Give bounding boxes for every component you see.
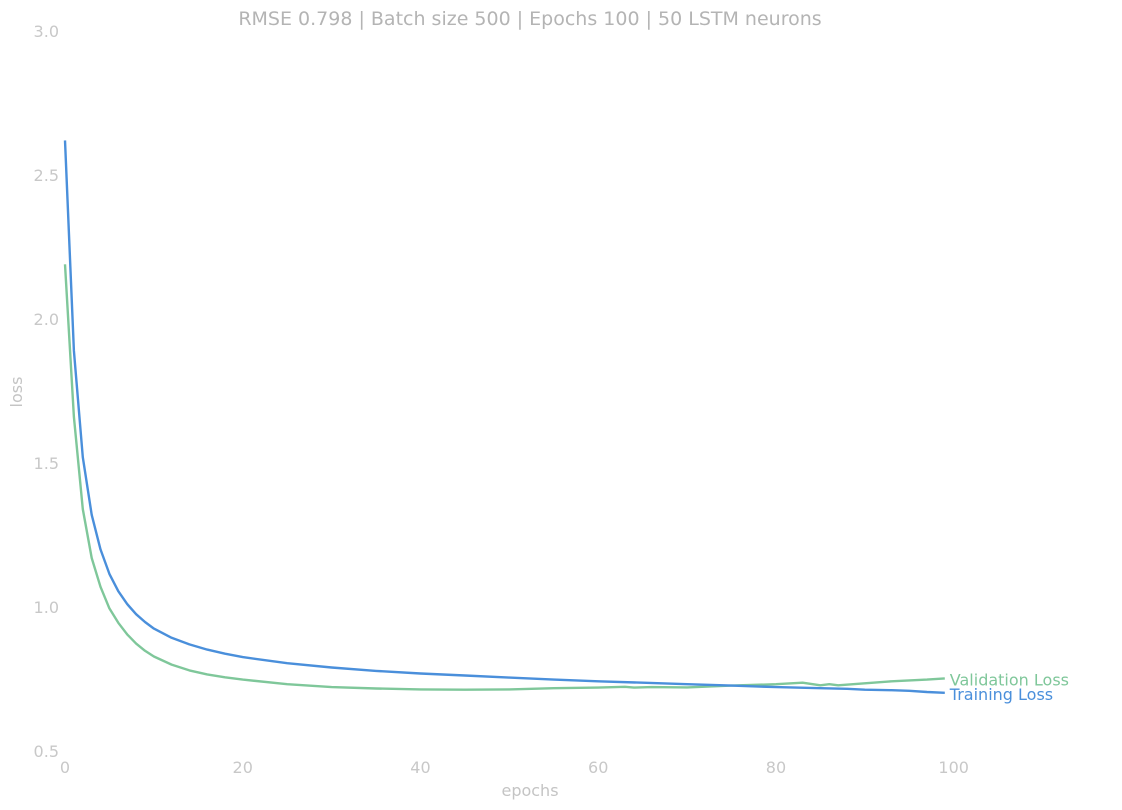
y-tick-label: 1.5 [34, 454, 59, 473]
y-tick-label: 0.5 [34, 742, 59, 761]
y-ticks: 0.5 1.0 1.5 2.0 2.5 3.0 [34, 22, 59, 761]
x-tick-label: 100 [938, 758, 969, 777]
x-tick-label: 60 [588, 758, 608, 777]
x-tick-label: 40 [410, 758, 430, 777]
series-line-training-loss [63, 140, 945, 694]
series-label-training-loss: Training Loss [949, 685, 1053, 704]
x-axis-label: epochs [501, 781, 558, 800]
chart-title: RMSE 0.798 | Batch size 500 | Epochs 100… [238, 8, 821, 30]
y-tick-label: 2.0 [34, 310, 59, 329]
series-label-validation-loss: Validation Loss [950, 670, 1069, 689]
y-tick-label: 2.5 [34, 166, 59, 185]
y-tick-label: 1.0 [34, 598, 59, 617]
x-tick-label: 80 [766, 758, 786, 777]
x-ticks: 0 20 40 60 80 100 [60, 758, 969, 777]
x-tick-label: 0 [60, 758, 70, 777]
y-axis-label: loss [7, 377, 26, 408]
x-tick-label: 20 [233, 758, 253, 777]
series-line-validation-loss [63, 264, 945, 691]
y-tick-label: 3.0 [34, 22, 59, 41]
